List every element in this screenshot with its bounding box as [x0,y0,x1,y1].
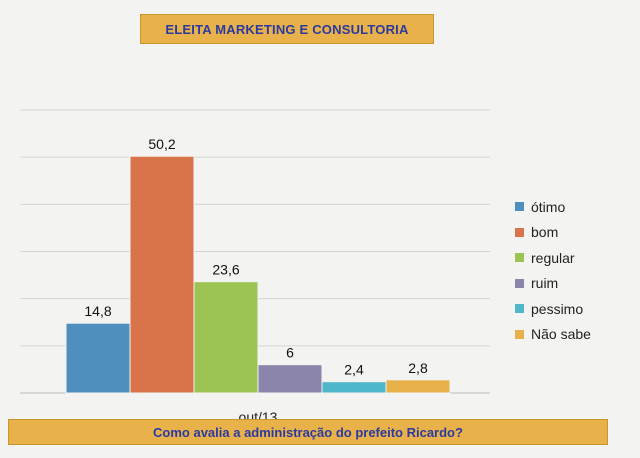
data-label: 14,8 [84,303,111,319]
legend-item: ótimo [515,194,635,220]
legend-label: ótimo [531,198,566,215]
data-label: 2,4 [344,362,364,378]
bar-não-sabe [385,379,451,394]
question-banner: Como avalia a administração do prefeito … [8,419,608,445]
bar-pessimo [321,381,387,394]
legend-label: Não sabe [531,326,591,343]
legend-swatch [515,253,524,263]
bar-bom [129,155,195,394]
data-label: 2,8 [408,360,428,376]
question-text: Como avalia a administração do prefeito … [153,424,463,440]
data-label: 50,2 [148,136,175,152]
bar-ótimo [65,322,131,394]
bar-regular [193,281,259,394]
legend-item: bom [515,220,635,246]
chart-title-banner: ELEITA MARKETING E CONSULTORIA [140,14,434,44]
chart-title: ELEITA MARKETING E CONSULTORIA [165,21,409,37]
legend-label: regular [531,249,575,266]
legend-swatch [515,304,524,314]
legend-swatch [515,278,524,288]
legend-item: regular [515,245,635,271]
legend-item: pessimo [515,296,635,322]
data-label: 23,6 [212,262,239,278]
legend-label: bom [531,224,559,241]
legend-item: ruim [515,271,635,297]
legend-swatch [515,329,524,339]
data-label: 6 [286,345,294,361]
legend-label: pessimo [531,300,584,317]
legend-label: ruim [531,275,559,292]
legend-swatch [515,202,524,212]
legend-item: Não sabe [515,322,635,348]
bar-ruim [257,364,323,394]
legend-swatch [515,227,524,237]
chart-legend: ótimo bom regular ruim pessimo Não sabe [515,194,635,347]
